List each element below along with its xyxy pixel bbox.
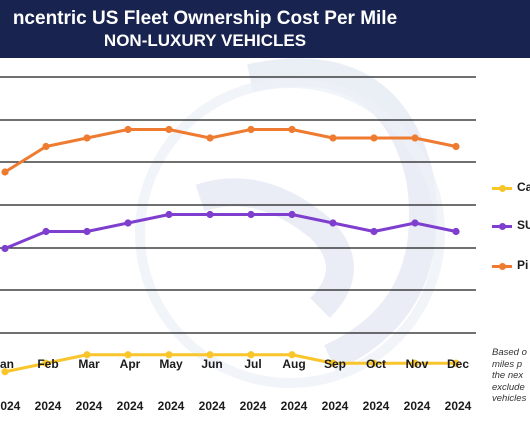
footnote-line: the nex bbox=[492, 370, 524, 381]
x-tick-label: Oct 2024 bbox=[363, 357, 390, 413]
x-tick-label: Sep 2024 bbox=[322, 357, 349, 413]
data-point bbox=[1, 244, 9, 253]
data-point bbox=[124, 351, 132, 359]
data-point bbox=[165, 351, 173, 359]
footnote-line: exclude bbox=[492, 381, 525, 393]
data-point bbox=[370, 359, 378, 367]
data-point bbox=[370, 134, 378, 142]
data-point bbox=[452, 227, 460, 236]
data-point bbox=[370, 227, 378, 236]
data-point bbox=[411, 359, 419, 367]
chart-subtitle: NON-LUXURY VEHICLES bbox=[103, 31, 307, 50]
footnote: Based o miles p the nex exclude vehicles bbox=[492, 347, 530, 405]
data-point bbox=[329, 134, 337, 142]
legend-label: SU bbox=[517, 218, 530, 232]
logo-watermark bbox=[135, 58, 445, 388]
data-point bbox=[288, 351, 296, 359]
footnote-line: vehicles bbox=[492, 393, 527, 404]
data-point bbox=[83, 134, 91, 142]
data-point bbox=[247, 351, 255, 359]
x-tick-label: Dec 2024 bbox=[445, 357, 472, 413]
data-point bbox=[247, 125, 255, 134]
data-point bbox=[42, 359, 50, 367]
data-point bbox=[83, 351, 91, 359]
data-point bbox=[83, 227, 91, 236]
data-point bbox=[165, 210, 173, 219]
legend-item-ca: Ca bbox=[492, 180, 530, 196]
data-point bbox=[165, 125, 173, 134]
series-ca bbox=[1, 351, 460, 376]
data-point bbox=[124, 219, 132, 227]
legend-label: Ca bbox=[517, 180, 530, 194]
data-point bbox=[329, 359, 337, 367]
series-line bbox=[4, 353, 456, 374]
x-tick-label: Mar 2024 bbox=[76, 357, 103, 413]
data-point bbox=[206, 351, 214, 359]
data-point bbox=[247, 210, 255, 219]
legend-item-su: SU bbox=[492, 218, 530, 234]
footnote-line: Based o bbox=[492, 347, 527, 358]
legend-marker bbox=[499, 223, 506, 230]
legend-marker bbox=[499, 185, 506, 192]
chart-header: ncentric US Fleet Ownership Cost Per Mil… bbox=[0, 0, 530, 58]
x-tick-label: Feb 2024 bbox=[35, 357, 62, 413]
data-point bbox=[411, 219, 419, 227]
x-tick-label: Apr 2024 bbox=[117, 357, 144, 413]
data-point bbox=[452, 359, 460, 367]
gridlines bbox=[0, 76, 476, 334]
series-pi bbox=[1, 125, 460, 176]
data-point bbox=[42, 227, 50, 236]
legend-label: Pi bbox=[517, 258, 529, 272]
data-point bbox=[1, 168, 9, 176]
data-point bbox=[206, 210, 214, 219]
x-tick-label: Nov 2024 bbox=[404, 357, 431, 413]
data-point bbox=[288, 125, 296, 134]
x-tick-label: Jul 2024 bbox=[240, 357, 267, 413]
data-point bbox=[1, 368, 9, 376]
series-line bbox=[4, 128, 457, 174]
data-point bbox=[206, 134, 214, 142]
x-tick-label: May 2024 bbox=[158, 357, 185, 413]
footnote-line: miles p bbox=[492, 358, 523, 370]
data-point bbox=[452, 142, 460, 151]
legend-item-pi: Pi bbox=[492, 258, 530, 274]
data-point bbox=[329, 219, 337, 227]
legend-marker bbox=[499, 263, 506, 270]
data-point bbox=[42, 142, 50, 151]
data-point bbox=[411, 134, 419, 142]
series-su bbox=[1, 210, 460, 253]
chart-title: ncentric US Fleet Ownership Cost Per Mil… bbox=[12, 8, 398, 29]
x-tick-label: Aug 2024 bbox=[281, 357, 308, 413]
data-point bbox=[288, 210, 296, 219]
series-line bbox=[4, 213, 457, 250]
x-tick-label: Jun 2024 bbox=[199, 357, 226, 413]
x-tick-label: an2024 bbox=[0, 357, 21, 413]
data-point bbox=[124, 125, 132, 134]
